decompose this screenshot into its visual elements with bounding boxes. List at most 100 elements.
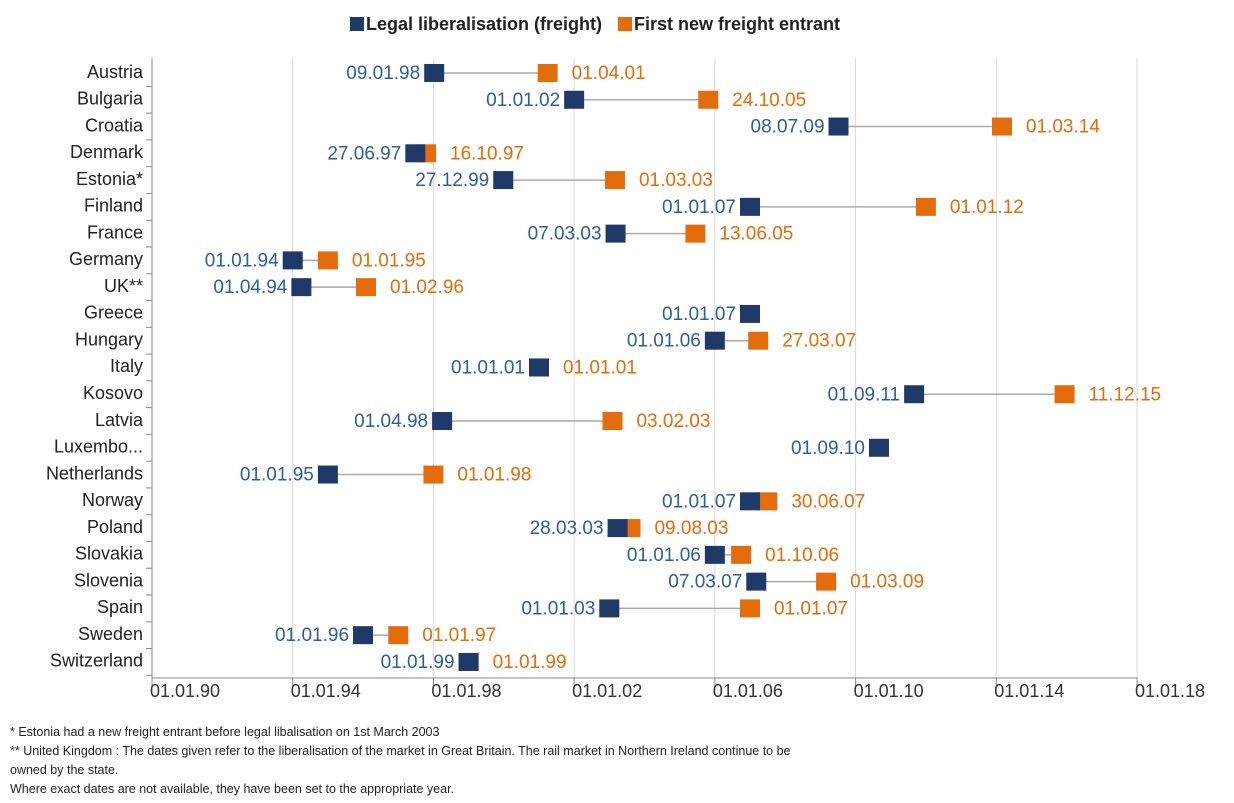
data-label: 07.03.07 — [668, 572, 742, 593]
y-tick-label: Slovakia — [75, 544, 144, 564]
data-label: 01.10.06 — [765, 545, 839, 566]
data-label: 27.12.99 — [415, 170, 489, 191]
marker — [746, 572, 767, 591]
y-tick-label: Austria — [87, 62, 144, 82]
marker — [388, 626, 409, 645]
marker — [704, 331, 725, 350]
marker — [423, 465, 444, 484]
y-tick-label: Luxembo... — [54, 437, 143, 457]
marker — [599, 599, 620, 618]
x-tick-label: 01.01.18 — [1135, 681, 1205, 701]
legend-label: First new freight entrant — [634, 14, 840, 34]
data-label: 01.01.02 — [486, 90, 560, 111]
x-tick-label: 01.01.90 — [150, 681, 220, 701]
y-tick-label: Estonia* — [76, 169, 143, 189]
x-tick-label: 01.01.06 — [713, 681, 783, 701]
data-label: 01.01.94 — [205, 250, 279, 271]
marker — [291, 278, 312, 297]
data-label: 01.03.09 — [850, 572, 924, 593]
data-label: 01.09.10 — [791, 438, 865, 459]
data-label: 01.02.96 — [390, 277, 464, 298]
y-tick-label: Switzerland — [50, 651, 143, 671]
data-label: 01.01.03 — [521, 598, 595, 619]
data-label: 01.01.97 — [422, 625, 496, 646]
data-label: 01.04.94 — [213, 277, 287, 298]
data-label: 01.01.12 — [950, 197, 1024, 218]
marker — [757, 492, 778, 511]
y-tick-label: Bulgaria — [77, 89, 144, 109]
footnote: Where exact dates are not available, the… — [10, 782, 454, 796]
marker — [317, 465, 338, 484]
marker — [604, 171, 625, 190]
data-label: 09.01.98 — [346, 63, 420, 84]
data-label: 24.10.05 — [732, 90, 806, 111]
marker — [915, 197, 936, 216]
data-label: 01.01.07 — [662, 491, 736, 512]
x-tick-label: 01.01.14 — [994, 681, 1064, 701]
y-tick-label: Hungary — [75, 329, 143, 349]
data-label: 13.06.05 — [719, 224, 793, 245]
marker — [458, 652, 479, 671]
data-label: 01.01.95 — [352, 250, 426, 271]
y-tick-label: Greece — [84, 303, 143, 323]
data-label: 01.01.06 — [627, 545, 701, 566]
y-tick-label: Latvia — [95, 410, 144, 430]
y-tick-label: UK** — [104, 276, 143, 296]
data-label: 01.01.99 — [493, 652, 567, 673]
data-label: 11.12.15 — [1089, 384, 1162, 405]
data-label: 07.03.03 — [528, 224, 602, 245]
marker — [602, 412, 623, 431]
x-tick-label: 01.01.98 — [431, 681, 501, 701]
data-label: 01.01.01 — [563, 357, 637, 378]
data-label: 03.02.03 — [636, 411, 710, 432]
marker — [607, 519, 628, 538]
y-tick-label: Netherlands — [46, 463, 143, 483]
marker — [731, 545, 752, 564]
marker — [605, 224, 626, 243]
y-tick-label: Germany — [69, 249, 143, 269]
y-tick-label: Norway — [82, 490, 143, 510]
marker — [740, 197, 761, 216]
marker — [424, 64, 445, 82]
data-label: 16.10.97 — [450, 143, 524, 164]
data-label: 01.01.01 — [451, 357, 525, 378]
data-label: 01.01.95 — [240, 465, 314, 486]
data-label: 01.01.06 — [627, 331, 701, 352]
data-label: 27.03.07 — [782, 331, 856, 352]
footnote: * Estonia had a new freight entrant befo… — [10, 725, 439, 739]
marker — [432, 412, 453, 431]
legend-label: Legal liberalisation (freight) — [366, 14, 602, 34]
marker — [740, 304, 761, 323]
data-label: 08.07.09 — [751, 117, 825, 138]
y-tick-label: Croatia — [85, 115, 144, 135]
y-tick-label: Poland — [87, 517, 143, 537]
x-tick-label: 01.01.02 — [572, 681, 642, 701]
x-tick-label: 01.01.10 — [854, 681, 924, 701]
marker — [537, 64, 558, 82]
data-label: 01.09.11 — [828, 384, 901, 405]
marker — [828, 117, 849, 136]
legend-swatch — [350, 17, 364, 31]
y-tick-label: Denmark — [70, 142, 144, 162]
marker — [405, 144, 426, 163]
marker — [740, 599, 761, 618]
marker — [282, 251, 303, 270]
marker — [317, 251, 338, 270]
legend-swatch — [618, 17, 633, 31]
data-label: 01.01.96 — [275, 625, 349, 646]
data-label: 01.01.98 — [457, 465, 531, 486]
data-label: 01.01.07 — [662, 304, 736, 325]
y-tick-label: Italy — [110, 356, 143, 376]
footnote: ** United Kingdom : The dates given refe… — [10, 744, 791, 758]
marker — [528, 358, 549, 377]
data-label: 09.08.03 — [654, 518, 728, 539]
y-tick-label: Kosovo — [83, 383, 143, 403]
data-label: 01.04.01 — [572, 63, 646, 84]
y-tick-label: Slovenia — [74, 570, 144, 590]
data-label: 01.03.03 — [639, 170, 713, 191]
data-label: 01.03.14 — [1026, 117, 1100, 138]
marker — [353, 626, 374, 645]
data-label: 28.03.03 — [530, 518, 604, 539]
footnote: owned by the state. — [10, 763, 118, 777]
